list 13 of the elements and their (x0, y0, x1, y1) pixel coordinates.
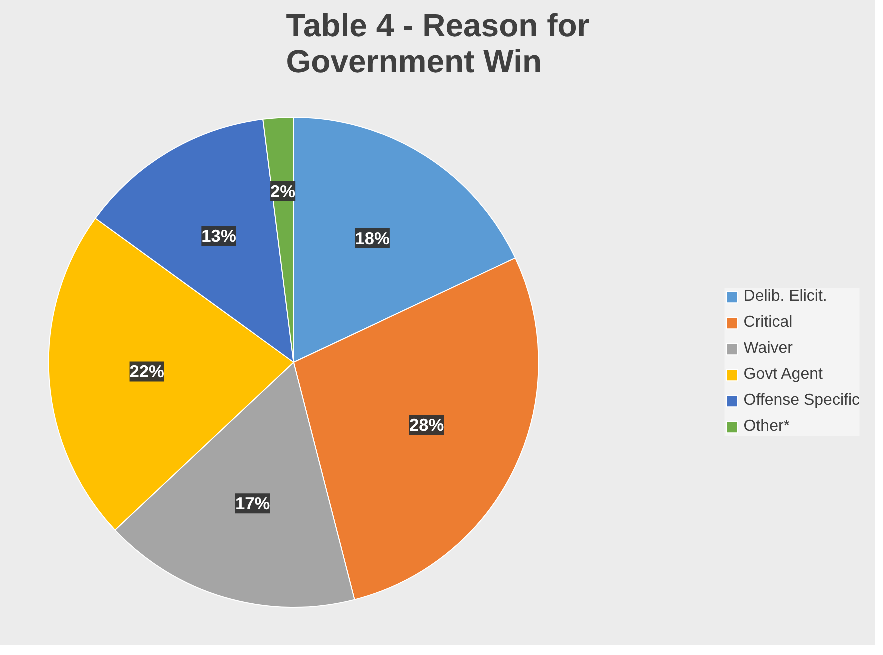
data-label: 18% (355, 228, 390, 248)
legend-label: Other* (744, 418, 790, 436)
legend-label: Delib. Elicit. (744, 288, 828, 306)
legend-label: Govt Agent (744, 366, 823, 384)
data-label: 2% (270, 181, 296, 202)
legend-label: Critical (744, 314, 793, 332)
data-label: 13% (202, 226, 236, 246)
data-label: 17% (235, 494, 270, 514)
legend-label: Waiver (744, 340, 793, 358)
legend-label: Offense Specific (744, 392, 860, 410)
data-label: 28% (410, 415, 444, 436)
data-label: 22% (130, 362, 164, 382)
chart-title: Table 4 - Reason for Government Win (286, 8, 590, 80)
